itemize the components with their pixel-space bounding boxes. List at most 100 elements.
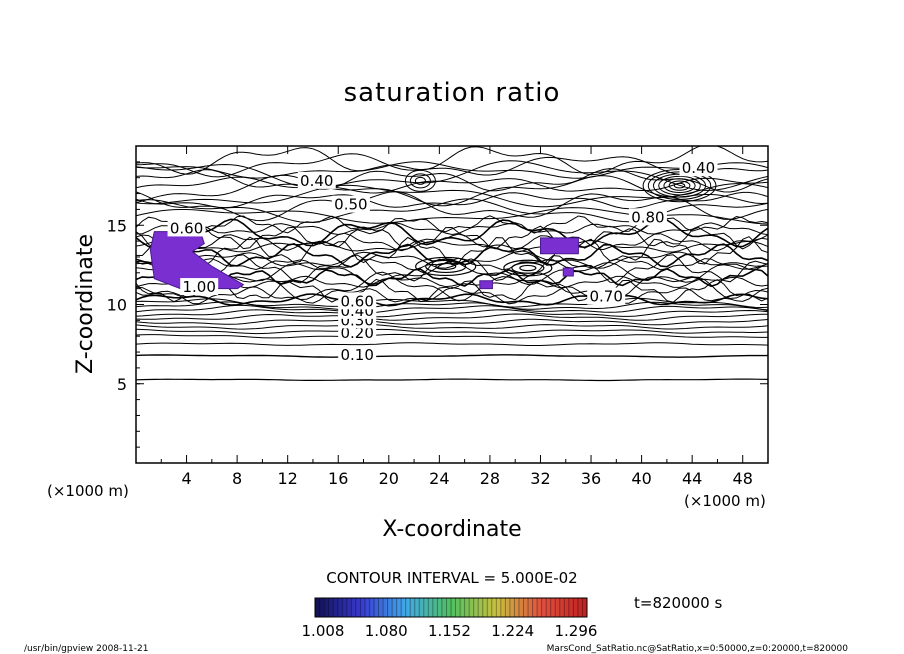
contour-line bbox=[136, 342, 768, 346]
contour-ring bbox=[414, 176, 426, 185]
time-label: t=820000 s bbox=[634, 594, 722, 612]
colorbar-ticks: 1.008 1.080 1.152 1.224 1.296 bbox=[302, 622, 598, 640]
x-tick-label: 32 bbox=[530, 469, 550, 488]
contour-line bbox=[136, 268, 768, 288]
contour-line bbox=[136, 250, 768, 269]
contour-line bbox=[136, 161, 768, 179]
contour-label-bg bbox=[587, 287, 626, 305]
contour-line bbox=[136, 318, 768, 326]
supersaturation-region bbox=[149, 231, 245, 290]
colorbar-tick-label: 1.080 bbox=[365, 622, 408, 640]
supersaturation-region bbox=[479, 280, 493, 290]
contour-label: 0.80 bbox=[631, 208, 664, 226]
contour-line bbox=[136, 286, 768, 305]
contour-ring bbox=[673, 182, 686, 189]
colorbar-tick-label: 1.152 bbox=[428, 622, 471, 640]
x-tick-label: 48 bbox=[733, 469, 753, 488]
contour-line bbox=[136, 324, 768, 330]
x-tick-label: 24 bbox=[429, 469, 449, 488]
contour-ring bbox=[503, 259, 553, 277]
contour-line bbox=[136, 297, 768, 309]
contour-label: 1.00 bbox=[182, 278, 215, 296]
contour-line bbox=[136, 278, 768, 303]
x-axis-ticks: 4 8 12 16 20 24 28 32 36 40 44 48 bbox=[160, 146, 753, 488]
contour-label-bg bbox=[297, 171, 336, 189]
contour-ring bbox=[415, 256, 477, 277]
contour-label-bg bbox=[679, 159, 718, 177]
contour-label: 0.40 bbox=[300, 172, 333, 190]
colorbar: 1.008 1.080 1.152 1.224 1.296 bbox=[302, 597, 598, 640]
contour-line bbox=[136, 239, 768, 253]
contour-ring bbox=[658, 175, 701, 196]
contour-line bbox=[136, 378, 768, 382]
y-tick-label: 5 bbox=[117, 375, 127, 394]
x-tick-label: 36 bbox=[581, 469, 601, 488]
contour-ring bbox=[668, 180, 691, 191]
supersaturation-fills bbox=[149, 231, 579, 290]
contour-line bbox=[136, 309, 768, 318]
contour-label-bg bbox=[338, 292, 377, 310]
contour-line bbox=[136, 183, 768, 208]
contour-ring bbox=[409, 173, 431, 189]
x-tick-label: 28 bbox=[480, 469, 500, 488]
contour-ring bbox=[425, 259, 467, 274]
contour-labels: 0.100.200.300.400.600.400.500.700.800.40… bbox=[167, 159, 718, 364]
contour-ring bbox=[519, 264, 537, 272]
contour-label: 0.50 bbox=[334, 196, 367, 214]
contour-line bbox=[136, 328, 768, 335]
contour-ring bbox=[435, 262, 457, 271]
contour-line bbox=[136, 243, 768, 268]
contour-line bbox=[136, 260, 768, 286]
contour-line bbox=[136, 293, 768, 307]
contour-label: 0.60 bbox=[170, 219, 203, 237]
x-unit-left: (×1000 m) bbox=[47, 482, 129, 500]
y-axis-ticks: 5 10 15 bbox=[107, 161, 768, 448]
contour-label: 0.40 bbox=[682, 159, 715, 177]
contour-label-bg bbox=[180, 278, 219, 296]
contour-line bbox=[136, 354, 768, 358]
contour-line bbox=[136, 271, 768, 302]
contour-line bbox=[136, 232, 768, 252]
contour-line bbox=[136, 254, 768, 284]
contour-ring bbox=[663, 178, 696, 194]
colorbar-tick-label: 1.008 bbox=[302, 622, 345, 640]
contour-line bbox=[136, 174, 768, 207]
contour-ring bbox=[511, 262, 545, 274]
colorbar-tick-label: 1.224 bbox=[491, 622, 534, 640]
supersaturation-region bbox=[539, 237, 579, 255]
contour-line bbox=[136, 160, 768, 191]
contour-line bbox=[136, 217, 768, 249]
contour-label-bg bbox=[331, 195, 370, 213]
contour-line bbox=[136, 304, 768, 314]
contour-label-bg bbox=[167, 219, 206, 237]
x-tick-label: 20 bbox=[379, 469, 399, 488]
y-tick-label: 15 bbox=[107, 216, 127, 235]
footer-right: MarsCond_SatRatio.nc@SatRatio,x=0:50000,… bbox=[547, 644, 849, 654]
x-tick-label: 40 bbox=[631, 469, 651, 488]
contour-label-bg bbox=[338, 346, 377, 364]
contour-label-bg bbox=[628, 208, 667, 226]
colorbar-gradient bbox=[315, 598, 587, 617]
x-tick-label: 8 bbox=[232, 469, 242, 488]
contour-line bbox=[136, 333, 768, 339]
contour-label: 0.10 bbox=[340, 346, 373, 364]
contour-line bbox=[136, 225, 768, 250]
contour-lines bbox=[136, 146, 768, 382]
y-axis-label: Z-coordinate bbox=[73, 234, 98, 374]
contour-line bbox=[136, 153, 768, 178]
contour-label: 0.70 bbox=[590, 288, 623, 306]
colorbar-stripes bbox=[319, 598, 583, 617]
contour-line bbox=[136, 176, 768, 194]
y-tick-label: 10 bbox=[107, 296, 127, 315]
x-tick-label: 12 bbox=[278, 469, 298, 488]
contour-line bbox=[136, 146, 768, 176]
contour-label: 0.20 bbox=[340, 324, 373, 342]
contour-label: 0.60 bbox=[340, 292, 373, 310]
contour-ring bbox=[404, 169, 436, 192]
contour-line bbox=[136, 313, 768, 321]
x-axis-label: X-coordinate bbox=[382, 517, 521, 542]
x-tick-label: 4 bbox=[181, 469, 191, 488]
plot-area: 0.100.200.300.400.600.400.500.700.800.40… bbox=[135, 145, 769, 464]
chart-title: saturation ratio bbox=[344, 78, 561, 108]
